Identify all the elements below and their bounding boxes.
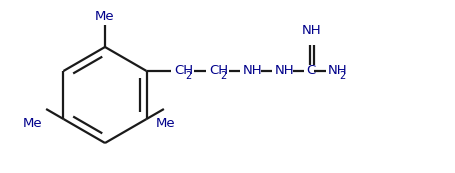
Text: Me: Me (95, 10, 115, 23)
Text: NH: NH (328, 65, 347, 78)
Text: CH: CH (210, 65, 229, 78)
Text: 2: 2 (220, 71, 227, 81)
Text: NH: NH (302, 24, 321, 37)
Text: CH: CH (175, 65, 194, 78)
Text: NH: NH (274, 65, 294, 78)
Text: NH: NH (243, 65, 262, 78)
Text: C: C (307, 65, 316, 78)
Text: 2: 2 (186, 71, 192, 81)
Text: Me: Me (22, 117, 42, 130)
Text: 2: 2 (339, 71, 346, 81)
Text: Me: Me (156, 117, 176, 130)
